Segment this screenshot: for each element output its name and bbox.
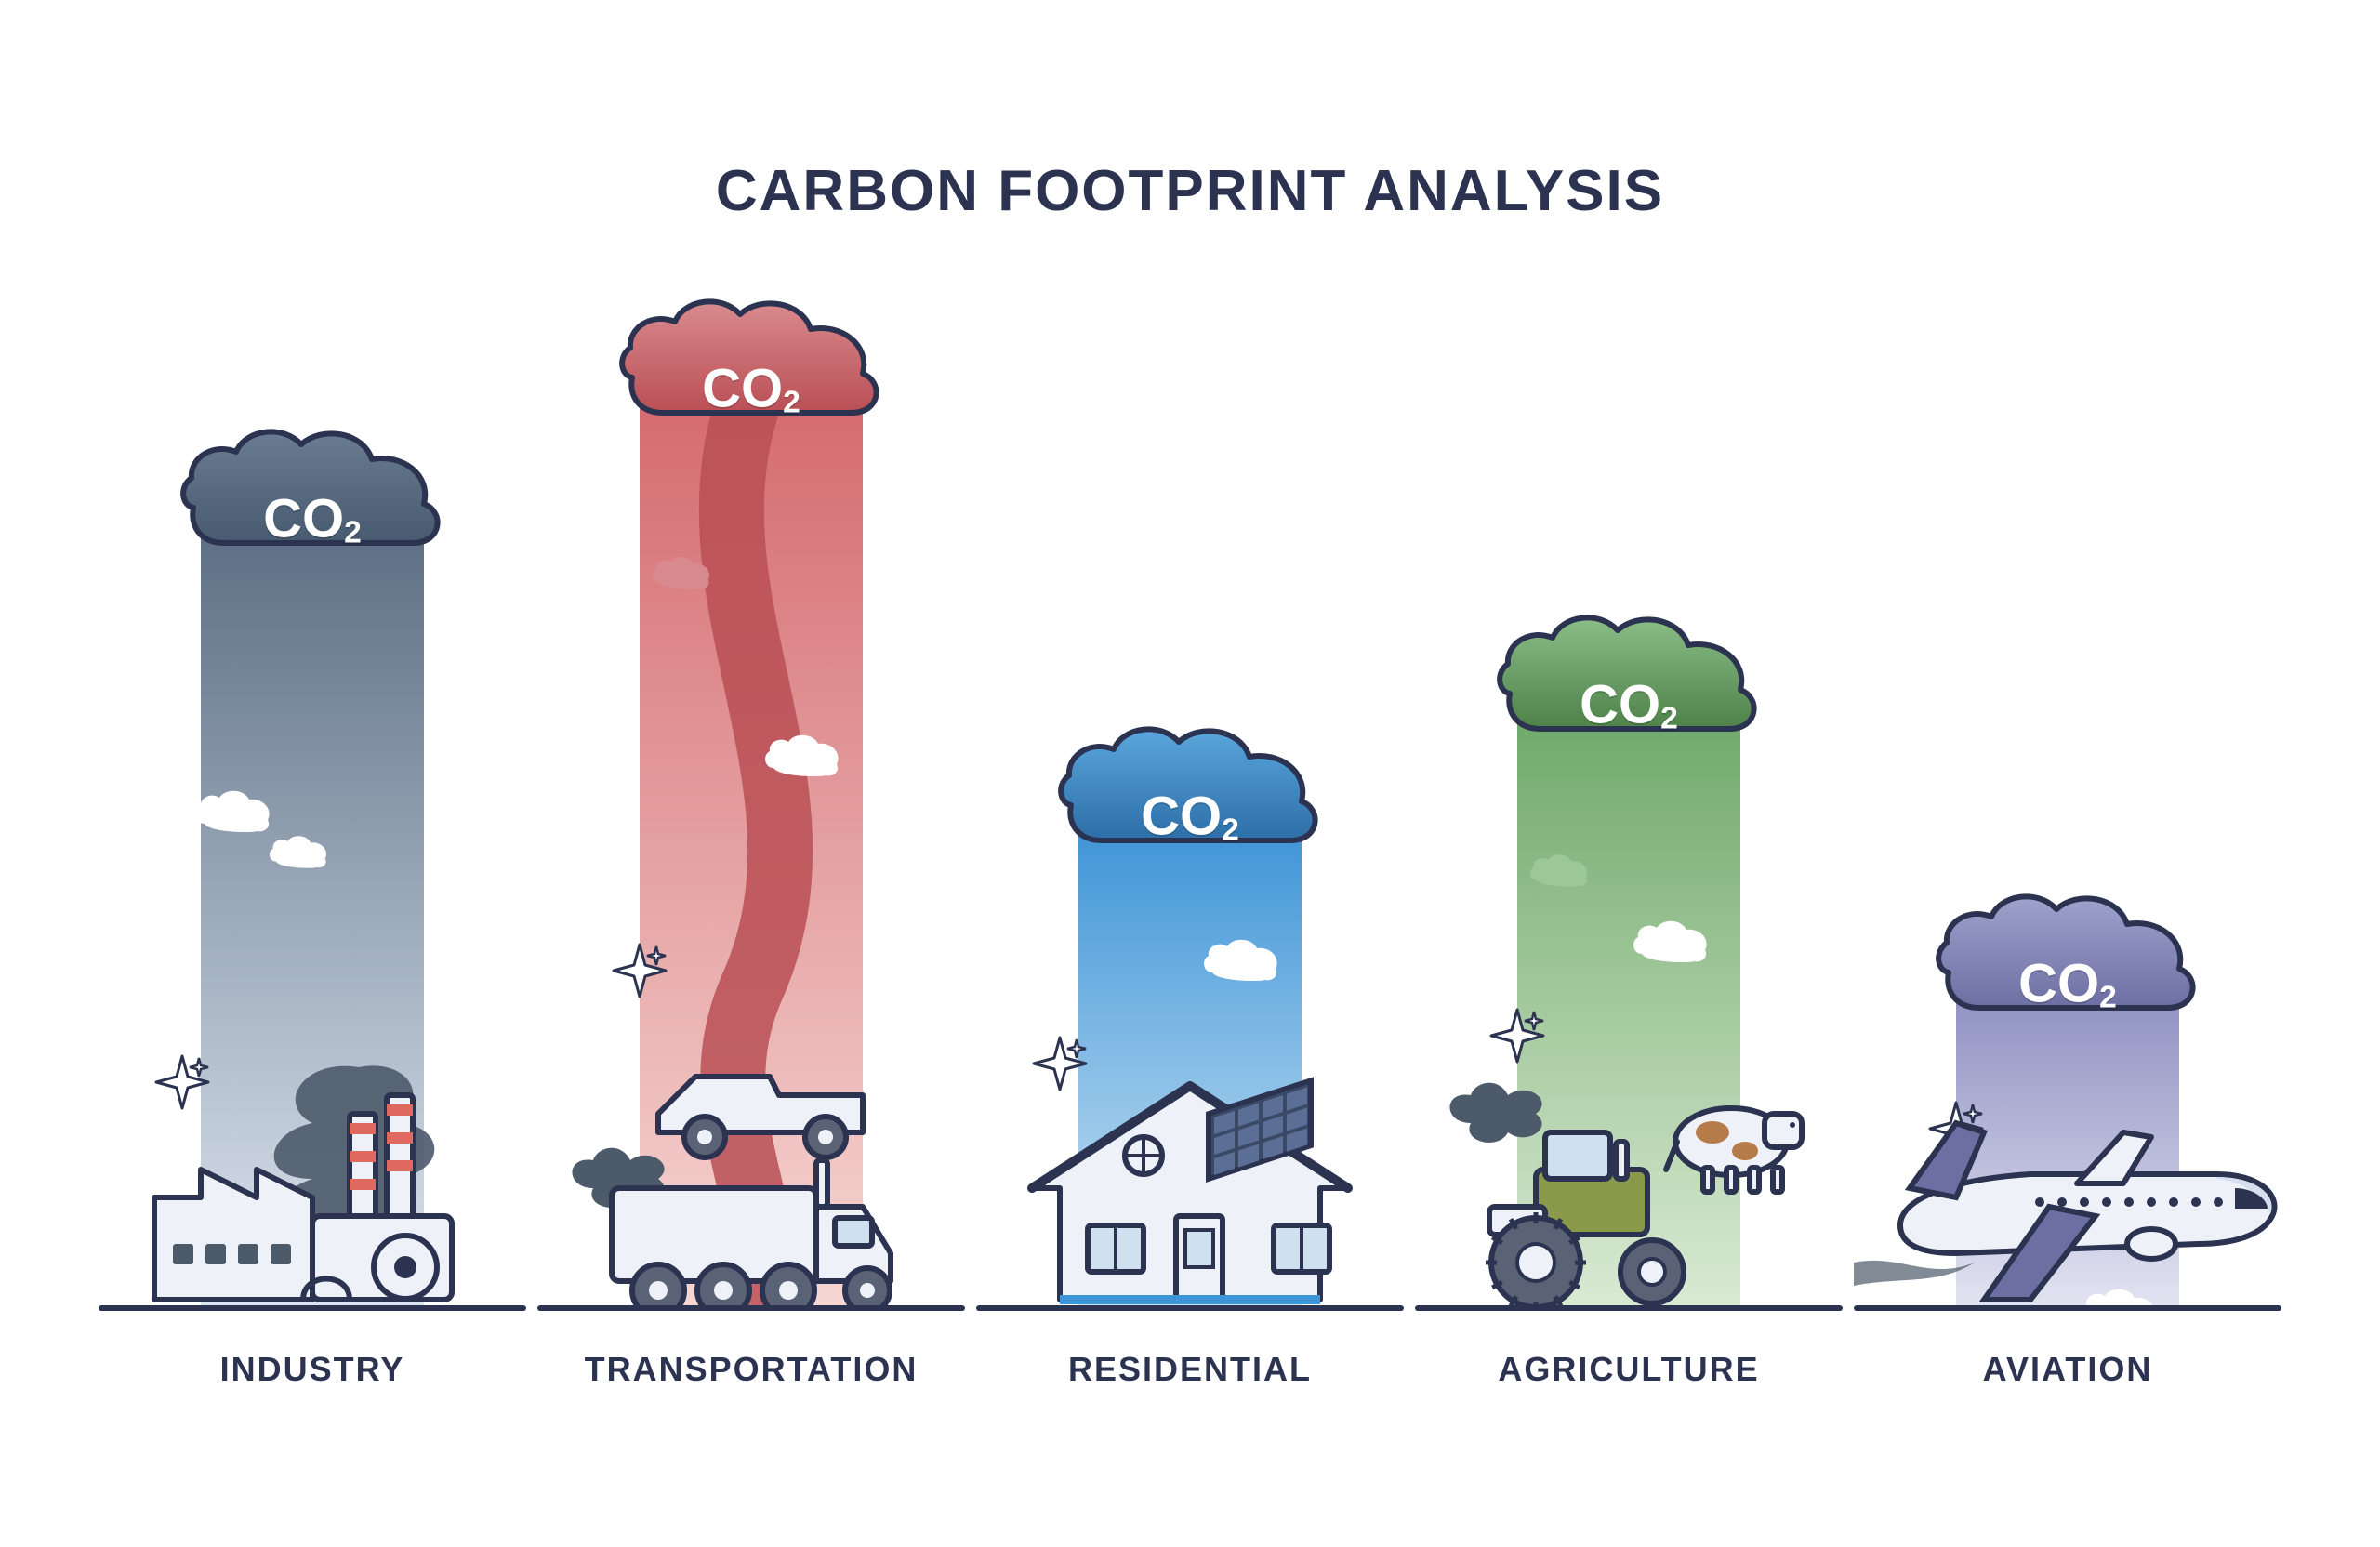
baseline (537, 1305, 965, 1311)
pillar-transportation: CO2 (640, 394, 863, 1305)
category-label: TRANSPORTATION (585, 1350, 919, 1389)
trucks-icon (556, 974, 946, 1309)
co2-cloud-aviation: CO2 (1928, 887, 2207, 1054)
co2-label: CO2 (702, 358, 800, 420)
baseline (1415, 1305, 1843, 1311)
co2-cloud-industry: CO2 (173, 422, 452, 589)
category-label: AGRICULTURE (1498, 1350, 1759, 1389)
page-title: CARBON FOOTPRINT ANALYSIS (0, 158, 2380, 224)
category-label: RESIDENTIAL (1068, 1350, 1312, 1389)
house-icon (995, 1030, 1385, 1309)
co2-label: CO2 (1580, 674, 1678, 736)
pillar-aviation: CO2 (1956, 989, 2179, 1305)
co2-cloud-agriculture: CO2 (1489, 608, 1768, 775)
mini-cloud-icon (266, 831, 331, 870)
mini-cloud-icon (192, 785, 275, 835)
baseline (99, 1305, 526, 1311)
factory-icon (117, 1030, 508, 1309)
airplane-icon (1844, 1067, 2291, 1309)
pillar-agriculture: CO2 (1517, 710, 1740, 1305)
pillar-industry: CO2 (201, 524, 424, 1305)
baseline (1854, 1305, 2281, 1311)
infographic: CARBON FOOTPRINT ANALYSIS CO2 (0, 0, 2380, 1547)
mini-cloud-icon (1527, 850, 1592, 889)
mini-cloud-icon (1629, 915, 1712, 965)
columns-row: CO2 INDUSTRY (136, 301, 2244, 1305)
category-label: INDUSTRY (220, 1350, 405, 1389)
co2-cloud-transportation: CO2 (612, 292, 891, 459)
co2-label: CO2 (1141, 786, 1239, 848)
tractor-cow-icon (1434, 1030, 1824, 1309)
pillar-residential: CO2 (1078, 822, 1302, 1305)
co2-cloud-residential: CO2 (1051, 720, 1329, 887)
baseline (976, 1305, 1404, 1311)
mini-cloud-icon (760, 729, 844, 779)
co2-label: CO2 (2018, 953, 2117, 1015)
mini-cloud-icon (1199, 933, 1283, 984)
mini-cloud-icon (649, 552, 714, 591)
co2-label: CO2 (263, 488, 362, 550)
category-label: AVIATION (1983, 1350, 2153, 1389)
